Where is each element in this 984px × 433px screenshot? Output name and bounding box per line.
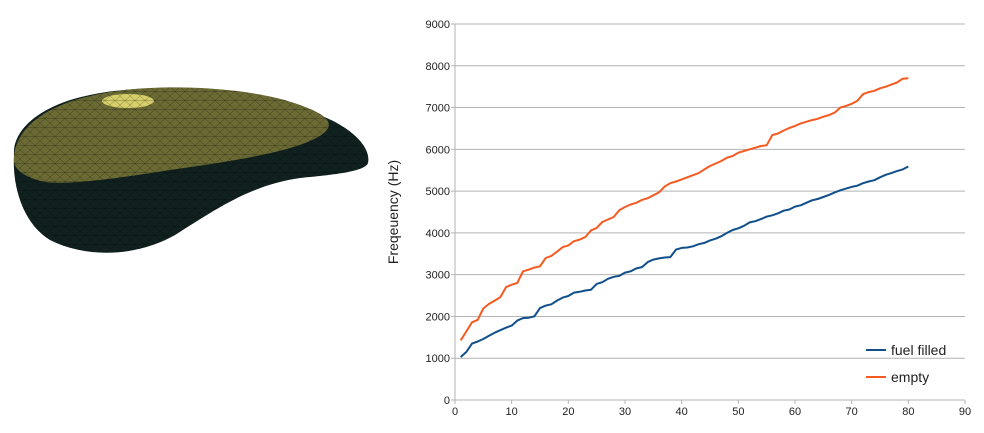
fuel-label: FUEL — [253, 203, 284, 217]
fuel-tank-mesh-figure: FUEL — [13, 87, 369, 253]
series-line-fuel-filled — [460, 165, 909, 358]
x-tick-label: 80 — [902, 406, 914, 418]
gridlines — [455, 23, 965, 401]
y-tick-label: 3000 — [426, 270, 450, 282]
legend-label: fuel filled — [891, 342, 946, 358]
y-tick-label: 0 — [444, 395, 450, 407]
legend-label: empty — [891, 369, 929, 385]
x-tick-label: 60 — [789, 406, 801, 418]
x-tick-label: 50 — [732, 406, 744, 418]
axes — [451, 23, 966, 404]
y-tick-label: 9000 — [426, 19, 450, 31]
x-axis-ticks: 0 10 20 30 40 50 60 70 80 90 — [452, 406, 971, 418]
y-tick-label: 5000 — [426, 186, 450, 198]
x-tick-label: 10 — [506, 406, 518, 418]
fuel-tank-model: FUEL — [13, 87, 369, 253]
x-tick-label: 20 — [562, 406, 574, 418]
y-tick-label: 4000 — [426, 228, 450, 240]
series-lines — [459, 77, 909, 358]
y-tick-label: 1000 — [426, 353, 450, 365]
x-tick-label: 70 — [846, 406, 858, 418]
x-tick-label: 0 — [452, 406, 458, 418]
y-tick-label: 7000 — [426, 103, 450, 115]
y-tick-label: 2000 — [426, 311, 450, 323]
x-tick-label: 90 — [959, 406, 971, 418]
x-tick-label: 40 — [676, 406, 688, 418]
y-tick-label: 6000 — [426, 144, 450, 156]
y-axis-title: Freqeuency (Hz) — [385, 160, 401, 264]
series-line-empty — [459, 77, 909, 341]
x-tick-label: 30 — [619, 406, 631, 418]
y-tick-label: 8000 — [426, 61, 450, 73]
legend: fuel filled empty — [866, 342, 946, 385]
frequency-chart: 0 10 20 30 40 50 60 70 80 90 0 1000 2000 3000 4000 500… — [385, 19, 971, 418]
y-axis-ticks: 0 1000 2000 3000 4000 5000 6000 7000 8000 9000 — [426, 19, 450, 407]
